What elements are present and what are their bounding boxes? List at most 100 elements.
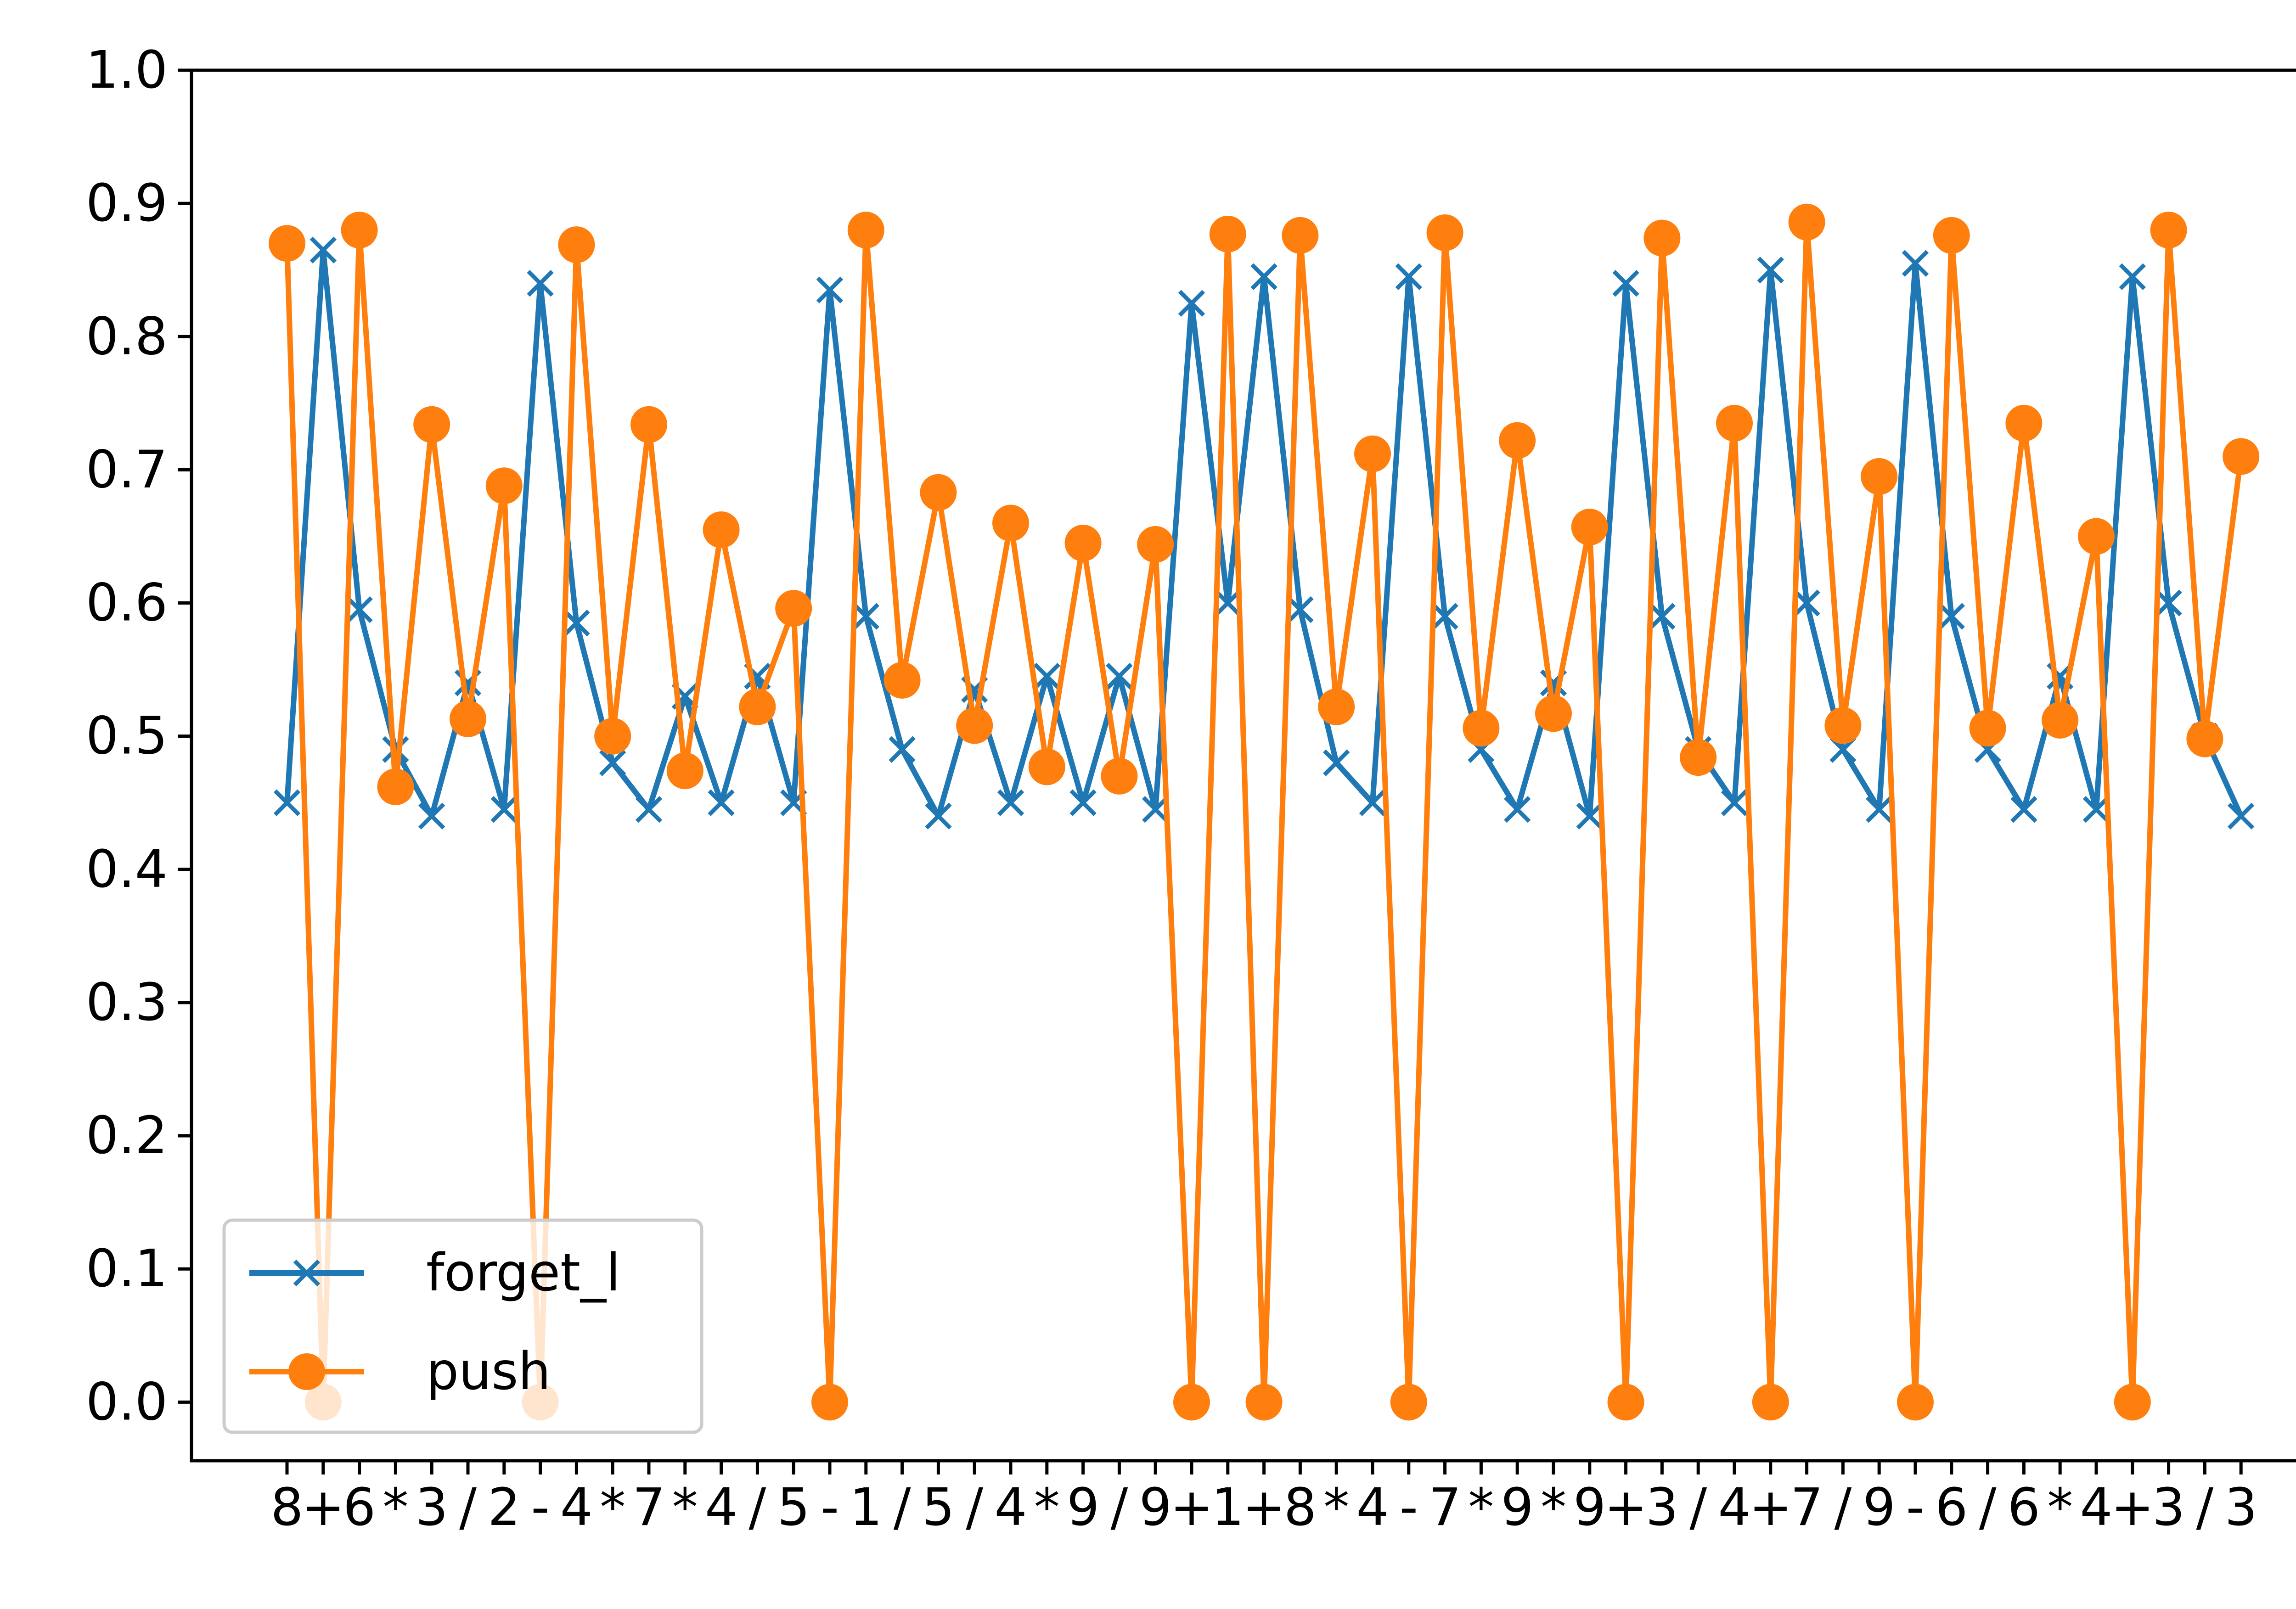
data-point-forget_l [889,736,916,763]
data-point-push [1426,214,1463,251]
x-tick-label: / [1689,1478,1707,1537]
marker-stroke [2155,589,2182,617]
data-point-forget_l [2082,796,2110,823]
x-tick-label: / [966,1478,983,1537]
marker-stroke [1395,263,1422,290]
data-point-forget_l [418,802,445,830]
y-tick-label: 0.3 [86,973,168,1032]
x-tick-label: / [1111,1478,1128,1537]
data-point-push [2150,212,2187,249]
data-point-push [485,467,523,505]
marker-stroke [1323,749,1350,776]
marker-stroke [635,796,663,823]
data-point-push [2078,518,2115,555]
data-point-push [703,511,740,548]
legend-marker [288,1353,325,1390]
y-tick-label: 0.0 [86,1372,168,1432]
data-point-forget_l [1504,796,1531,823]
x-tick-label: 4 [560,1478,593,1537]
x-tick-label: + [1749,1478,1792,1537]
x-tick-label: 5 [922,1478,955,1537]
marker-stroke [1431,603,1458,630]
marker-stroke [1142,796,1169,823]
data-point-push [630,406,667,443]
data-point-push [1245,1384,1283,1421]
data-point-forget_l [1395,263,1422,290]
legend-item-push: push [249,1342,551,1402]
marker-stroke [418,802,445,830]
data-point-push [811,1384,848,1421]
data-point-forget_l [1721,789,1748,816]
plot-frame [190,68,2296,1463]
marker-stroke [1612,270,1639,297]
y-tick-label: 0.1 [86,1239,168,1299]
x-tick-label: 9 [1067,1478,1099,1537]
x-tick-label: * [1541,1478,1566,1537]
marker-stroke [1721,789,1748,816]
data-point-forget_l [708,789,735,816]
x-tick-label: * [1468,1478,1494,1537]
data-point-push [956,707,993,744]
x-tick-label: 6 [2008,1478,2040,1537]
data-point-forget_l [1431,603,1458,630]
x-tick-label: / [1835,1478,1852,1537]
data-point-push [341,212,378,249]
y-tick-label: 0.4 [86,840,168,899]
data-point-forget_l [635,796,663,823]
x-tick-label: + [1604,1478,1648,1537]
marker-stroke [1866,796,1893,823]
data-point-push [1354,435,1391,472]
x-tick-label: 2 [488,1478,520,1537]
data-point-push [377,768,414,805]
data-point-push [1571,509,1608,546]
x-tick-label: - [821,1478,839,1537]
x-axis: 8+6 * 3/2-4 * 7 * 4/5-1/5/4 * 9/9+1+8 * 4-7 * 9 * 9+3/… [270,1461,2257,1537]
data-point-push [1101,757,1138,795]
data-point-forget_l [563,609,590,637]
x-tick-label: 3 [2225,1478,2257,1537]
x-tick-label: + [2111,1478,2154,1537]
marker-stroke [2082,796,2110,823]
x-tick-label: 4 [2080,1478,2112,1537]
data-point-push [1680,739,1717,776]
data-point-push [2042,701,2079,739]
data-point-forget_l [1576,802,1603,830]
data-point-forget_l [2155,589,2182,617]
data-point-push [775,590,812,627]
x-tick-label: 7 [1429,1478,1461,1537]
x-tick-label: 8 [1284,1478,1317,1537]
marker-stroke [273,789,301,816]
legend-label: forget_l [426,1243,620,1303]
data-point-forget_l [490,796,518,823]
plot-area [190,68,2296,1463]
data-point-forget_l [1757,257,1784,284]
x-tick-label: 9 [1573,1478,1606,1537]
marker-stroke [816,276,844,303]
marker-stroke [310,236,337,263]
data-point-forget_l [1106,662,1133,690]
x-tick-label: 4 [994,1478,1027,1537]
marker-stroke [563,609,590,637]
x-tick-label: 7 [632,1478,665,1537]
x-tick-label: * [1323,1478,1349,1537]
x-tick-label: + [1170,1478,1213,1537]
data-point-forget_l [1142,796,1169,823]
marker-stroke [925,802,952,830]
x-tick-label: 5 [777,1478,810,1537]
legend-item-forget_l: forget_l [249,1243,620,1303]
data-point-push [1282,217,1319,254]
data-point-forget_l [2010,796,2037,823]
y-tick-label: 1.0 [86,40,168,100]
data-point-forget_l [1069,789,1097,816]
data-point-push [1390,1384,1427,1421]
marker-stroke [1287,596,1314,623]
x-tick-label: * [2047,1478,2073,1537]
y-tick-label: 0.8 [86,307,168,366]
data-point-push [1788,203,1825,241]
data-point-forget_l [2228,802,2255,830]
marker-stroke [2119,263,2146,290]
x-tick-label: 1 [1211,1478,1244,1537]
x-tick-label: 4 [1356,1478,1389,1537]
data-point-push [1933,217,1970,254]
